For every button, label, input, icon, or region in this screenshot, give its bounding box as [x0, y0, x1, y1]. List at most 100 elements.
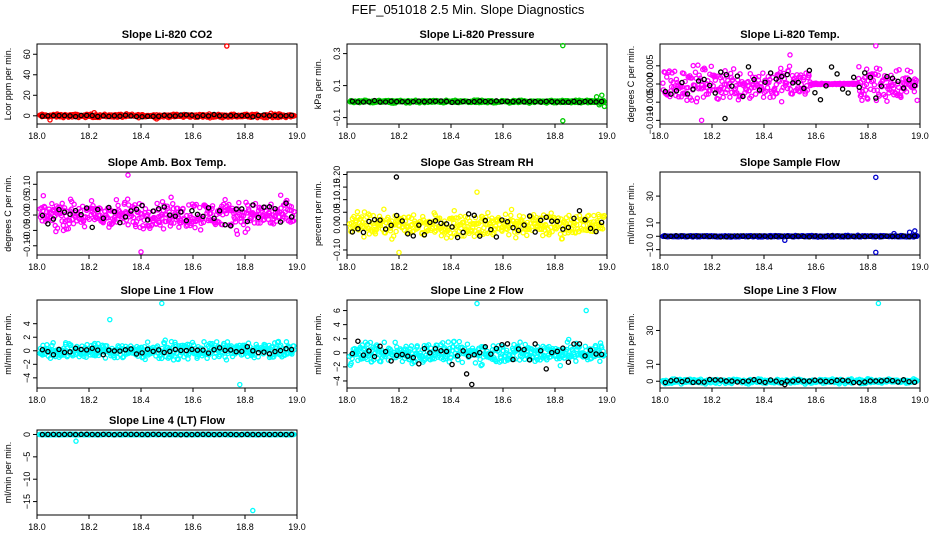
data-point	[222, 196, 228, 203]
data-point	[790, 378, 796, 384]
x-tick-label: 19.0	[288, 395, 306, 405]
data-point	[132, 202, 138, 208]
data-point	[582, 353, 588, 359]
data-point	[801, 378, 807, 384]
data-point	[873, 233, 879, 240]
data-point	[275, 338, 282, 345]
data-point	[200, 213, 206, 220]
data-point	[789, 91, 796, 97]
data-point	[876, 66, 883, 72]
data-point	[660, 80, 666, 86]
data-point	[194, 113, 201, 120]
data-point	[679, 79, 685, 86]
data-point	[239, 112, 245, 119]
data-point	[432, 98, 439, 104]
data-point	[710, 83, 716, 89]
x-tick-label: 18.8	[236, 522, 254, 532]
data-point	[474, 189, 480, 195]
data-point	[56, 206, 62, 213]
data-point	[685, 84, 691, 91]
data-point	[111, 208, 118, 215]
data-point	[366, 99, 372, 105]
data-point	[690, 379, 696, 386]
data-point	[222, 347, 228, 354]
data-point	[178, 112, 184, 118]
data-point	[374, 343, 381, 350]
data-point	[872, 71, 879, 78]
data-point	[233, 348, 239, 355]
data-point	[548, 210, 554, 216]
data-point	[291, 113, 297, 119]
data-point	[712, 377, 718, 383]
data-point	[399, 218, 405, 224]
data-point	[172, 213, 179, 219]
data-point	[172, 339, 178, 346]
data-point	[525, 224, 532, 230]
data-point	[599, 92, 605, 98]
data-point	[227, 223, 234, 229]
data-point	[543, 214, 549, 221]
data-point	[898, 94, 904, 101]
data-point	[125, 222, 131, 228]
plot-frame	[36, 171, 298, 256]
data-point	[482, 217, 489, 224]
data-point	[436, 215, 443, 221]
data-point	[348, 360, 354, 367]
data-point	[864, 96, 871, 102]
plot-title: Slope Li-820 CO2	[122, 29, 212, 41]
data-point	[428, 345, 434, 351]
y-tick-label: −10	[22, 472, 32, 487]
data-point	[250, 202, 256, 208]
x-tick-label: 18.6	[184, 522, 202, 532]
data-point	[421, 345, 428, 352]
data-point	[133, 206, 140, 213]
data-point	[128, 113, 134, 119]
data-point	[122, 347, 129, 353]
data-point	[178, 347, 184, 354]
data-point	[464, 223, 470, 230]
x-tick-label: 19.0	[911, 262, 929, 272]
data-point	[718, 377, 724, 383]
data-point	[72, 113, 79, 120]
data-point	[460, 98, 466, 105]
data-point	[906, 229, 913, 235]
data-point	[360, 99, 367, 105]
data-point	[914, 97, 920, 104]
data-point	[234, 231, 241, 237]
data-point	[244, 218, 251, 225]
data-point	[216, 345, 223, 351]
data-point	[349, 350, 356, 357]
x-tick-label: 18.8	[236, 262, 254, 272]
data-point	[257, 220, 263, 226]
data-point	[114, 354, 121, 361]
x-tick-label: 18.8	[859, 262, 877, 272]
data-point	[261, 204, 267, 210]
data-point	[393, 228, 399, 235]
data-point	[361, 346, 368, 352]
data-point	[867, 233, 874, 239]
data-point	[873, 378, 879, 384]
data-point	[587, 347, 594, 353]
y-axis-label: degrees C per min.	[3, 175, 13, 252]
data-point	[172, 346, 179, 353]
data-point	[767, 377, 774, 383]
data-point	[367, 339, 374, 346]
data-point	[381, 206, 387, 212]
data-point	[560, 42, 566, 49]
x-tick-label: 18.4	[755, 131, 773, 141]
data-point	[576, 207, 583, 214]
data-point	[470, 220, 477, 227]
data-point	[100, 351, 107, 358]
data-point	[823, 378, 829, 385]
series-all	[36, 431, 297, 514]
data-point	[850, 74, 857, 81]
data-point	[377, 99, 383, 105]
data-point	[47, 117, 53, 123]
data-point	[416, 98, 422, 104]
data-point	[416, 361, 422, 367]
x-tick-label: 18.4	[755, 262, 773, 272]
data-point	[856, 233, 862, 240]
data-point	[493, 234, 500, 240]
data-point	[119, 343, 125, 349]
